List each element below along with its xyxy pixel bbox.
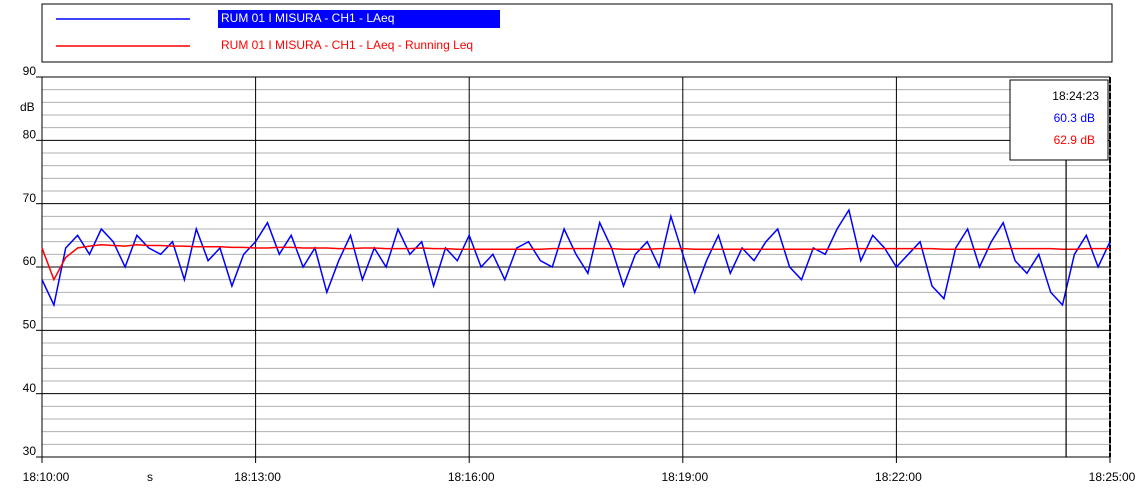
- y-tick-label: 40: [23, 381, 37, 395]
- y-axis-label: dB: [20, 100, 35, 114]
- x-tick-label: 18:19:00: [661, 470, 708, 484]
- x-tick-label: 18:13:00: [234, 470, 281, 484]
- legend-highlight: [218, 10, 500, 28]
- cursor-value: 60.3 dB: [1054, 111, 1095, 125]
- legend-box: [41, 3, 1113, 63]
- x-tick-label: 18:10:00: [23, 470, 70, 484]
- legend-label: RUM 01 I MISURA - CH1 - LAeq: [221, 11, 394, 25]
- x-axis-label: s: [147, 470, 153, 484]
- series-line: [41, 244, 1110, 282]
- x-tick-label: 18:25:00: [1089, 470, 1136, 484]
- x-tick-label: 18:22:00: [875, 470, 922, 484]
- y-tick-label: 70: [23, 191, 37, 205]
- y-tick-label: 30: [23, 444, 37, 458]
- y-tick-label: 80: [23, 128, 37, 142]
- legend-label: RUM 01 I MISURA - CH1 - LAeq - Running L…: [221, 38, 473, 52]
- y-tick-label: 90: [23, 64, 37, 78]
- y-tick-label: 60: [23, 254, 37, 268]
- cursor-value: 62.9 dB: [1054, 133, 1095, 147]
- cursor-time: 18:24:23: [1052, 89, 1099, 103]
- cursor-box: [1009, 79, 1109, 161]
- y-tick-label: 50: [23, 318, 37, 332]
- series-line: [41, 208, 1111, 308]
- x-tick-label: 18:16:00: [448, 470, 495, 484]
